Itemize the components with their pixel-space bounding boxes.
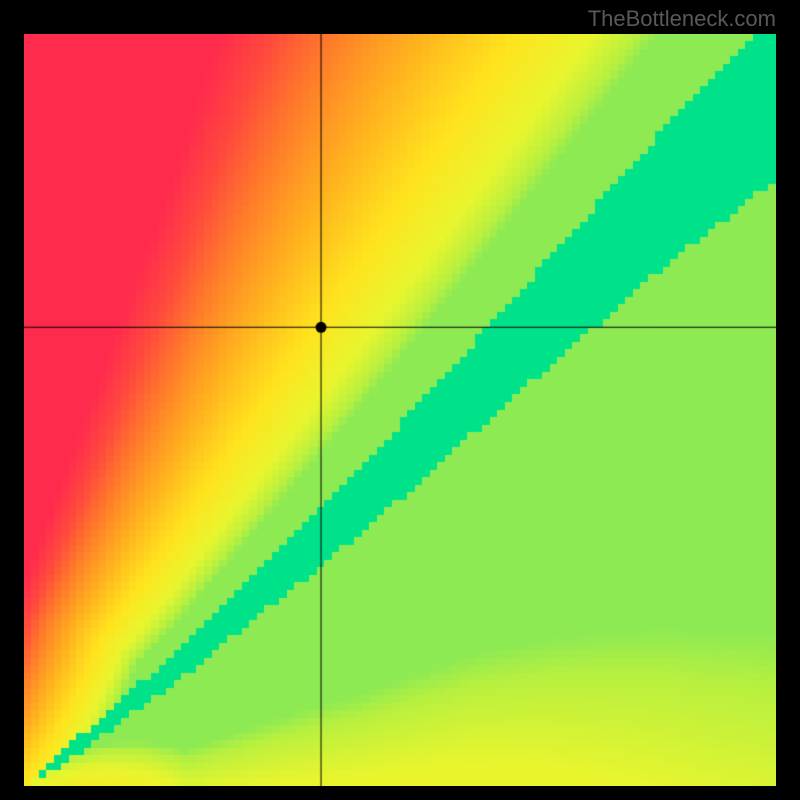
bottleneck-heatmap <box>24 34 776 786</box>
watermark-text: TheBottleneck.com <box>588 6 776 32</box>
